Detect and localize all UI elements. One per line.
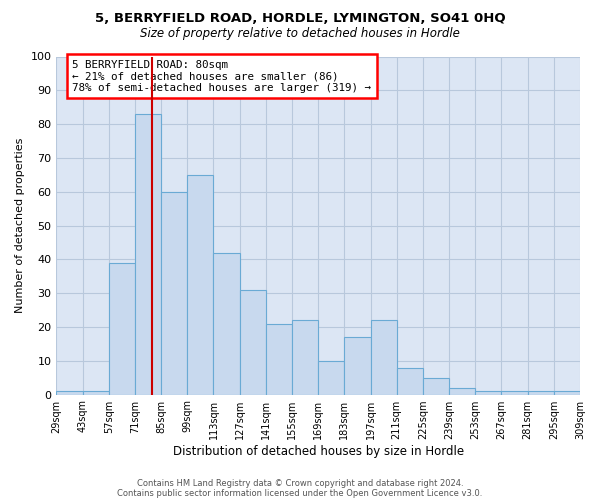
Bar bbox=[187, 175, 214, 394]
Text: Size of property relative to detached houses in Hordle: Size of property relative to detached ho… bbox=[140, 28, 460, 40]
Bar bbox=[56, 391, 83, 394]
Text: Contains public sector information licensed under the Open Government Licence v3: Contains public sector information licen… bbox=[118, 488, 482, 498]
Bar bbox=[318, 361, 344, 394]
Bar bbox=[344, 337, 371, 394]
Y-axis label: Number of detached properties: Number of detached properties bbox=[15, 138, 25, 313]
Text: 5 BERRYFIELD ROAD: 80sqm
← 21% of detached houses are smaller (86)
78% of semi-d: 5 BERRYFIELD ROAD: 80sqm ← 21% of detach… bbox=[72, 60, 371, 93]
Bar bbox=[423, 378, 449, 394]
Bar bbox=[371, 320, 397, 394]
Bar bbox=[135, 114, 161, 394]
Bar bbox=[449, 388, 475, 394]
Bar bbox=[266, 324, 292, 394]
Bar bbox=[502, 391, 527, 394]
Bar bbox=[397, 368, 423, 394]
Bar bbox=[475, 391, 502, 394]
X-axis label: Distribution of detached houses by size in Hordle: Distribution of detached houses by size … bbox=[173, 444, 464, 458]
Bar bbox=[109, 262, 135, 394]
Text: 5, BERRYFIELD ROAD, HORDLE, LYMINGTON, SO41 0HQ: 5, BERRYFIELD ROAD, HORDLE, LYMINGTON, S… bbox=[95, 12, 505, 26]
Bar bbox=[554, 391, 580, 394]
Bar bbox=[83, 391, 109, 394]
Text: Contains HM Land Registry data © Crown copyright and database right 2024.: Contains HM Land Registry data © Crown c… bbox=[137, 478, 463, 488]
Bar bbox=[292, 320, 318, 394]
Bar bbox=[239, 290, 266, 395]
Bar bbox=[527, 391, 554, 394]
Bar bbox=[214, 252, 239, 394]
Bar bbox=[161, 192, 187, 394]
